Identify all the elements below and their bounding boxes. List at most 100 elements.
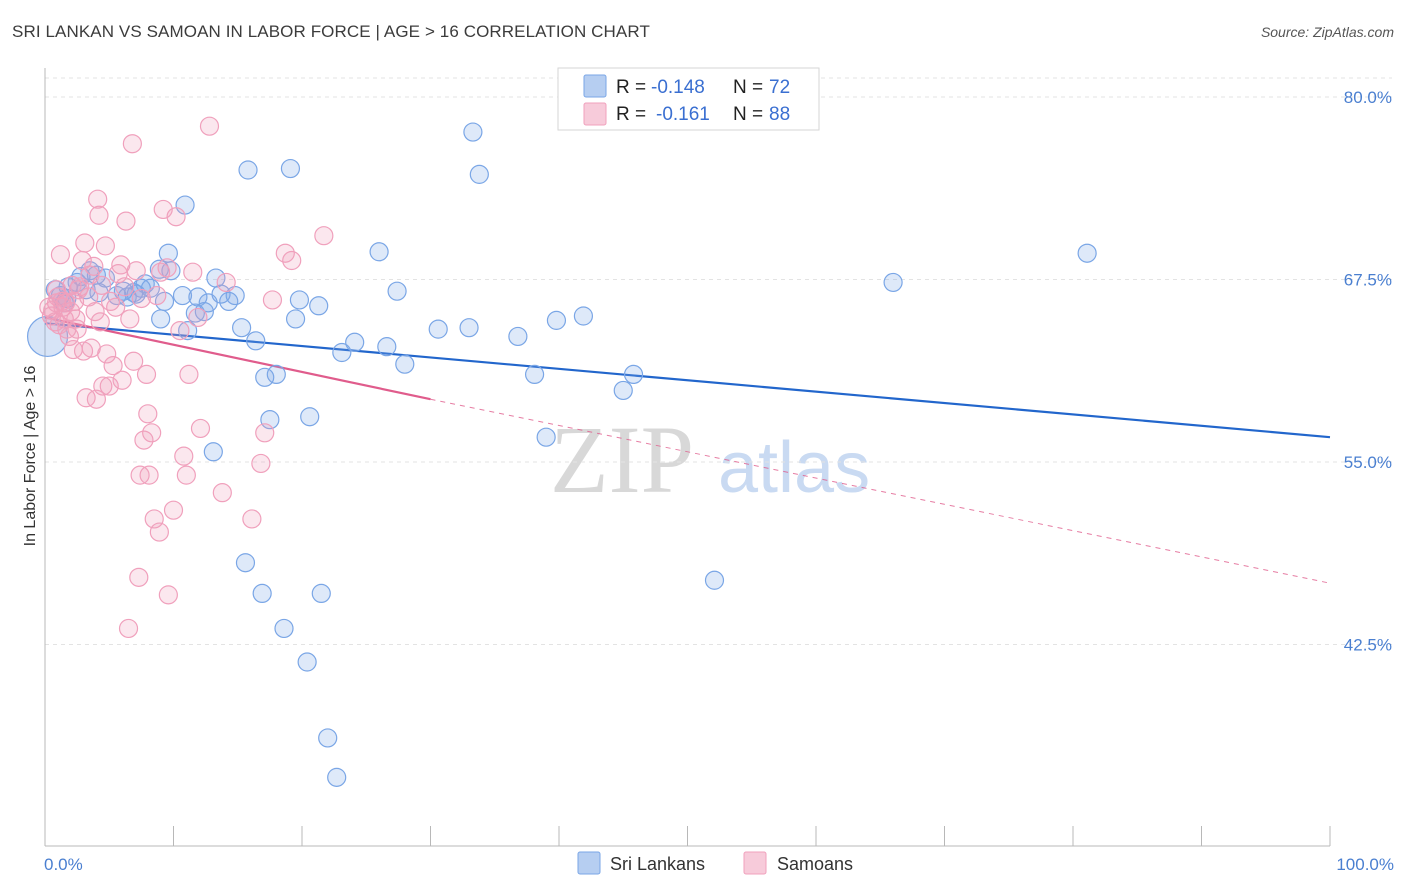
samoan-point xyxy=(139,465,159,485)
legend-r-label-samoans: R = xyxy=(616,104,646,125)
samoan-point xyxy=(50,245,71,265)
sri-lankan-point xyxy=(235,553,256,573)
samoan-point xyxy=(118,618,139,639)
sri-lankan-point xyxy=(524,364,545,384)
samoan-point xyxy=(183,262,203,282)
samoan-point xyxy=(106,297,126,317)
legend-n-value-samoans: 88 xyxy=(769,104,790,125)
sri-lankan-point xyxy=(463,122,483,142)
y-tick-label: 67.5% xyxy=(1344,271,1392,290)
samoan-point xyxy=(138,404,158,424)
sri-lankan-point xyxy=(1077,243,1097,263)
samoan-point xyxy=(166,207,186,227)
samoan-point xyxy=(93,376,113,396)
samoan-trend-extension xyxy=(430,398,1331,584)
sri-lankan-point xyxy=(266,364,286,384)
sri-lankan-point xyxy=(280,158,301,179)
samoan-point xyxy=(170,321,190,341)
sri-lankan-point xyxy=(546,310,567,330)
sri-lankan-point xyxy=(297,652,317,672)
sri-lankan-point xyxy=(883,272,903,293)
source-label: Source: ZipAtlas.com xyxy=(1260,24,1394,40)
samoan-point xyxy=(275,243,295,263)
sri-lankan-point xyxy=(225,285,245,306)
sri-lankan-point xyxy=(573,306,594,326)
trend-lines xyxy=(44,316,1331,584)
samoan-point xyxy=(120,309,140,329)
y-tick-label: 55.0% xyxy=(1344,453,1392,472)
samoan-point xyxy=(142,423,162,443)
samoan-point xyxy=(134,430,154,450)
sri-lankan-point xyxy=(508,326,528,347)
samoan-point xyxy=(147,285,167,306)
sri-lankan-point xyxy=(345,332,365,352)
samoan-point xyxy=(188,307,208,328)
sri-lankan-point xyxy=(285,309,306,329)
samoan-point xyxy=(95,236,115,256)
samoan-point xyxy=(85,302,105,322)
legend-n-label-sri-lankans: N = xyxy=(733,77,763,98)
legend-r-value-samoans: -0.161 xyxy=(656,104,710,125)
sri-lankan-point xyxy=(613,380,633,401)
sri-lankan-point xyxy=(172,285,193,306)
sri-lankan-point xyxy=(274,618,294,639)
legend-r-value-sri-lankans: -0.148 xyxy=(651,77,705,98)
samoan-point xyxy=(174,446,194,466)
samoan-point xyxy=(97,344,117,364)
sri-lankan-point xyxy=(238,160,258,180)
bottom-legend: Sri Lankans Samoans xyxy=(577,851,853,875)
sri-lankan-point xyxy=(469,164,489,184)
sri-lankan-point xyxy=(387,281,407,301)
sri-lankan-point xyxy=(178,321,198,341)
sri-lankan-point xyxy=(377,337,397,357)
sri-lankan-point xyxy=(395,354,415,374)
bottom-legend-swatch-sri-lankans xyxy=(577,851,601,875)
samoan-point xyxy=(176,465,196,485)
sri-lankan-point xyxy=(252,583,272,604)
legend-n-value-sri-lankans: 72 xyxy=(769,77,790,98)
samoan-point xyxy=(91,275,112,295)
sri-lankan-point xyxy=(318,728,338,748)
samoan-point xyxy=(73,341,94,361)
samoan-point xyxy=(122,134,142,154)
axes: 42.5% 55.0% 67.5% 80.0% 0.0% 100.0% xyxy=(44,68,1394,874)
bottom-legend-label-samoans: Samoans xyxy=(777,854,853,874)
samoan-point xyxy=(136,364,157,384)
samoan-point xyxy=(116,211,136,231)
samoan-point xyxy=(255,423,275,443)
samoan-point xyxy=(67,319,87,339)
bottom-legend-swatch-samoans xyxy=(743,851,767,875)
samoan-point xyxy=(282,250,302,271)
samoan-point xyxy=(216,272,236,293)
samoan-point xyxy=(126,261,146,281)
watermark-atlas: atlas xyxy=(718,428,870,508)
samoan-trend-line xyxy=(44,316,431,401)
y-tick-label: 80.0% xyxy=(1344,88,1392,107)
samoan-point xyxy=(112,370,132,390)
sri-lankan-point xyxy=(255,367,275,387)
sri-lankan-point xyxy=(428,319,448,339)
sri-lankan-point xyxy=(704,570,725,590)
samoan-point xyxy=(131,288,151,309)
samoan-point xyxy=(46,280,67,300)
bottom-legend-label-sri-lankans: Sri Lankans xyxy=(610,854,705,874)
sri-lankan-point xyxy=(309,296,329,316)
data-points xyxy=(26,116,1097,787)
sri-lankan-point xyxy=(232,318,252,338)
samoan-point xyxy=(100,291,121,311)
sri-lankan-trend-line xyxy=(44,322,1331,439)
sri-lankan-point xyxy=(211,284,231,304)
legend: R = -0.148 N = 72 R = -0.161 N = 88 xyxy=(557,67,820,131)
samoan-point xyxy=(76,388,96,408)
chart-title: SRI LANKAN VS SAMOAN IN LABOR FORCE | AG… xyxy=(12,22,650,41)
sri-lankan-point xyxy=(151,309,171,329)
samoan-point xyxy=(75,233,95,253)
samoan-point xyxy=(314,226,334,246)
sri-lankan-point xyxy=(300,407,320,427)
samoan-point xyxy=(103,356,123,376)
x-tick-label-max: 100.0% xyxy=(1336,855,1394,874)
sri-lankan-point xyxy=(623,364,644,384)
sri-lankan-point xyxy=(246,331,266,351)
samoan-point xyxy=(212,483,232,503)
samoan-point xyxy=(66,309,86,329)
